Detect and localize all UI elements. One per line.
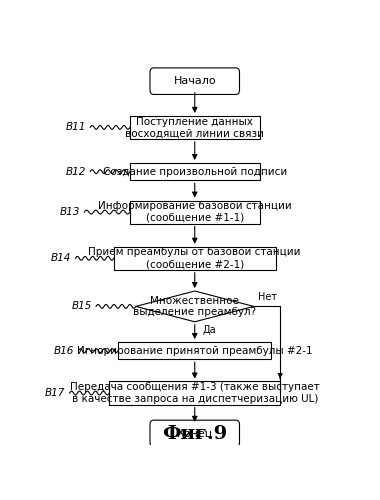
Polygon shape [136,291,253,322]
Bar [130,116,260,139]
Bar [114,246,276,270]
Text: B11: B11 [65,122,86,132]
FancyBboxPatch shape [150,420,239,446]
Text: B13: B13 [60,207,80,217]
Text: B17: B17 [45,388,65,398]
Bar [109,382,280,404]
Text: Поступление данных
восходящей линии связи: Поступление данных восходящей линии связ… [125,116,264,138]
Text: Создание произвольной подписи: Создание произвольной подписи [103,166,287,176]
FancyBboxPatch shape [150,68,239,94]
Text: Да: Да [202,325,216,335]
Text: B15: B15 [71,302,92,312]
Bar [130,163,260,180]
Text: Передача сообщения #1-3 (также выступает
в качестве запроса на диспетчеризацию U: Передача сообщения #1-3 (также выступает… [70,382,320,404]
Bar [118,342,271,359]
Text: Множественное
выделение преамбул?: Множественное выделение преамбул? [133,296,256,317]
Text: B14: B14 [51,254,71,264]
Text: B12: B12 [65,166,86,176]
Text: Информирование базовой станции
(сообщение #1-1): Информирование базовой станции (сообщени… [98,202,291,223]
Text: Фиг.9: Фиг.9 [162,425,227,443]
Text: Нет: Нет [258,292,277,302]
Text: Начало: Начало [173,76,216,86]
Bar [130,200,260,224]
Text: B16: B16 [54,346,74,356]
Text: Конец: Конец [177,428,213,438]
Text: Прием преамбулы от базовой станции
(сообщение #2-1): Прием преамбулы от базовой станции (сооб… [89,248,301,269]
Text: Игнорирование принятой преамбулы #2-1: Игнорирование принятой преамбулы #2-1 [77,346,313,356]
